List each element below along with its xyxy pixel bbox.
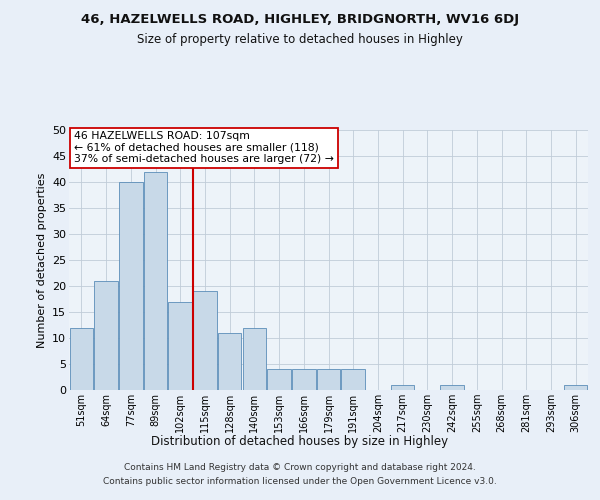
Bar <box>317 369 340 390</box>
Text: Size of property relative to detached houses in Highley: Size of property relative to detached ho… <box>137 32 463 46</box>
Text: 46, HAZELWELLS ROAD, HIGHLEY, BRIDGNORTH, WV16 6DJ: 46, HAZELWELLS ROAD, HIGHLEY, BRIDGNORTH… <box>81 12 519 26</box>
Bar <box>268 369 291 390</box>
Bar <box>242 328 266 390</box>
Bar <box>94 281 118 390</box>
Bar <box>218 333 241 390</box>
Bar <box>144 172 167 390</box>
Bar <box>193 291 217 390</box>
Bar <box>169 302 192 390</box>
Text: Contains public sector information licensed under the Open Government Licence v3: Contains public sector information licen… <box>103 478 497 486</box>
Text: Contains HM Land Registry data © Crown copyright and database right 2024.: Contains HM Land Registry data © Crown c… <box>124 462 476 471</box>
Bar <box>440 385 464 390</box>
Y-axis label: Number of detached properties: Number of detached properties <box>37 172 47 348</box>
Bar <box>391 385 415 390</box>
Text: 46 HAZELWELLS ROAD: 107sqm
← 61% of detached houses are smaller (118)
37% of sem: 46 HAZELWELLS ROAD: 107sqm ← 61% of deta… <box>74 132 334 164</box>
Bar <box>564 385 587 390</box>
Bar <box>70 328 93 390</box>
Bar <box>292 369 316 390</box>
Text: Distribution of detached houses by size in Highley: Distribution of detached houses by size … <box>151 435 449 448</box>
Bar <box>341 369 365 390</box>
Bar <box>119 182 143 390</box>
